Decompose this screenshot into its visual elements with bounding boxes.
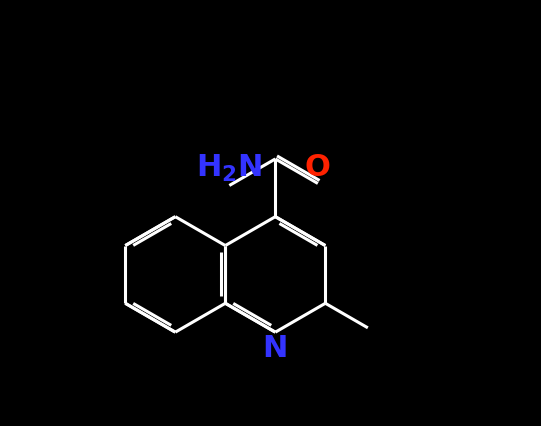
Text: O: O <box>305 153 331 182</box>
Text: N: N <box>262 334 288 363</box>
Text: $\mathdefault{H_2N}$: $\mathdefault{H_2N}$ <box>196 153 262 184</box>
